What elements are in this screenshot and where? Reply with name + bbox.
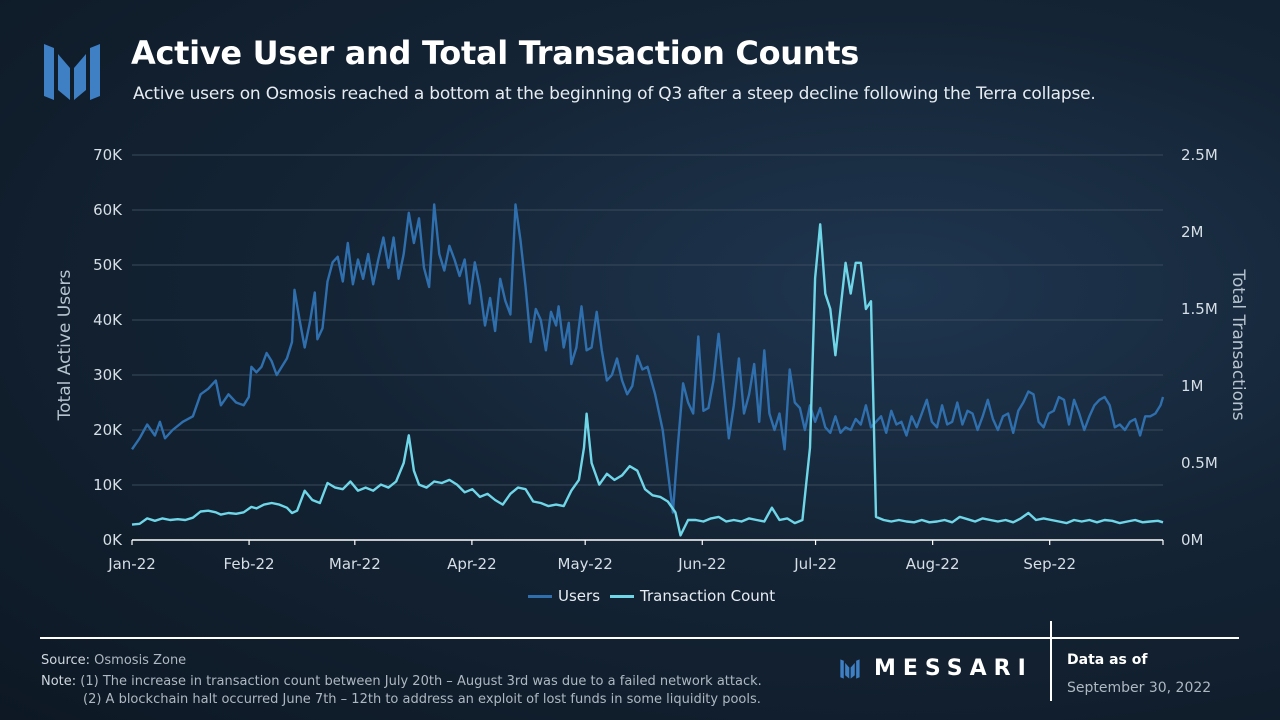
messari-small-logo-icon [840,658,860,679]
x-tick-label: Mar-22 [329,555,381,573]
x-tick-label: Apr-22 [447,555,497,573]
x-tick-label: Jul-22 [793,555,837,573]
gridlines [132,154,1163,541]
legend-label-transaction-count: Transaction Count [640,587,776,605]
note-line-1: (1) The increase in transaction count be… [80,674,762,689]
note-label: Note: [41,674,77,689]
source-value: Osmosis Zone [94,653,187,668]
data-as-of-label: Data as of [1067,652,1148,668]
chart: 0K 10K 20K 30K 40K 50K 60K 70K 0M 0.5M 1M 1.5M 2M 2.… [55,146,1248,573]
messari-brand: MESSARI [838,656,1033,681]
x-tick-label: Aug-22 [906,555,960,573]
data-as-of-date: September 30, 2022 [1067,680,1212,696]
left-tick-label: 70K [93,146,123,164]
series-line-transaction-count [131,223,1164,537]
left-tick-label: 40K [93,311,123,329]
legend-swatch-users [528,594,552,598]
left-tick-label: 30K [93,366,123,384]
note-block: Note: (1) The increase in transaction co… [41,673,762,709]
footer-divider [40,637,1239,639]
left-tick-label: 10K [93,476,123,494]
right-tick-label: 1M [1181,377,1204,395]
left-tick-label: 50K [93,256,123,274]
left-axis-label: Total Active Users [55,270,75,422]
x-axis-ticks: Jan-22 Feb-22 Mar-22 Apr-22 May-22 Jun-22 Jul-… [107,539,1164,573]
legend-swatch-transaction-count [610,594,635,598]
right-axis-ticks: 0M 0.5M 1M 1.5M 2M 2.5M [1181,146,1218,549]
page-title: Active User and Total Transaction Counts [131,34,859,72]
source-line: Source: Osmosis Zone [41,653,186,668]
left-tick-label: 20K [93,421,123,439]
x-tick-label: Jun-22 [677,555,726,573]
left-axis-ticks: 0K 10K 20K 30K 40K 50K 60K 70K [93,146,123,549]
note-line-2: (2) A blockchain halt occurred June 7th … [83,692,761,707]
legend-label-users: Users [558,587,601,605]
right-tick-label: 0M [1181,531,1204,549]
page-subtitle: Active users on Osmosis reached a bottom… [133,84,1096,104]
right-tick-label: 1.5M [1181,300,1218,318]
x-tick-label: May-22 [558,555,613,573]
messari-wordmark: MESSARI [874,656,1033,681]
legend-item-users: Users [528,587,600,605]
right-tick-label: 2.5M [1181,146,1218,164]
x-tick-label: Jan-22 [107,555,156,573]
right-tick-label: 0.5M [1181,454,1218,472]
x-tick-label: Feb-22 [224,555,275,573]
messari-logo-icon [44,44,100,100]
left-tick-label: 0K [103,531,124,549]
x-tick-label: Sep-22 [1023,555,1076,573]
left-tick-label: 60K [93,201,123,219]
right-tick-label: 2M [1181,223,1204,241]
footer-vertical-divider [1050,621,1052,701]
chart-legend: Users Transaction Count [528,587,775,605]
right-axis-label: Total Transactions [1228,268,1248,420]
legend-item-transaction-count: Transaction Count [610,587,775,605]
series-line-users [131,203,1165,514]
source-label: Source: [41,653,91,668]
